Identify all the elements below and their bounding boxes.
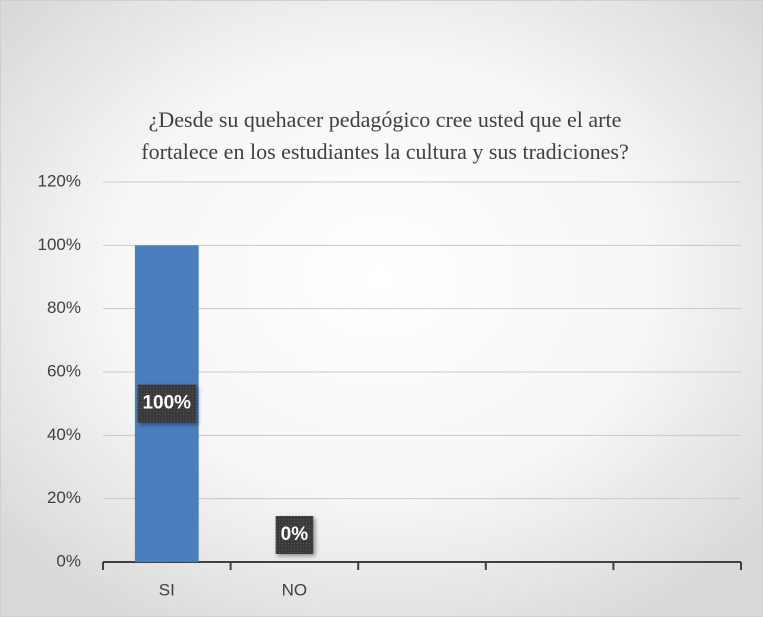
data-label-box	[137, 384, 197, 423]
x-tick-label: SI	[159, 580, 175, 599]
y-tick-label: 20%	[47, 488, 81, 507]
data-label: 100%	[142, 393, 191, 414]
y-tick-label: 80%	[47, 298, 81, 317]
y-tick-label: 100%	[38, 235, 81, 254]
chart-title: ¿Desde su quehacer pedagógico cree usted…	[149, 107, 622, 132]
y-tick-label: 0%	[56, 551, 81, 570]
x-tick-label: NO	[282, 580, 308, 599]
y-tick-label: 60%	[47, 361, 81, 380]
data-label: 0%	[281, 524, 309, 545]
data-label-box	[275, 516, 314, 554]
y-tick-label: 120%	[38, 171, 81, 190]
chart-title: fortalece en los estudiantes la cultura …	[141, 139, 629, 164]
y-tick-label: 40%	[47, 425, 81, 444]
